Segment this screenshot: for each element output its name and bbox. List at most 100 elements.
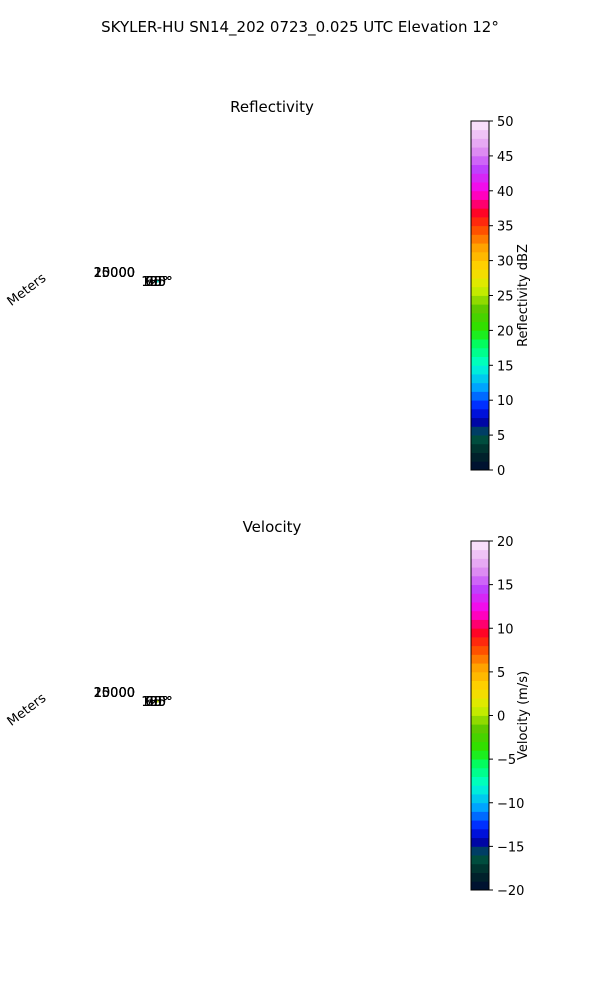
colorbar-segment bbox=[471, 129, 489, 139]
colorbar-segment bbox=[471, 234, 489, 244]
colorbar-segment bbox=[471, 680, 489, 690]
colorbar-segment bbox=[471, 776, 489, 786]
colorbar-segment bbox=[471, 312, 489, 323]
colorbar-segment bbox=[471, 741, 489, 751]
colorbar-segment bbox=[471, 435, 489, 445]
colorbar-tick-label: 10 bbox=[497, 622, 514, 637]
colorbar-segment bbox=[471, 164, 489, 174]
colorbar-segment bbox=[471, 872, 489, 882]
colorbar-tick-label: −15 bbox=[497, 840, 524, 855]
colorbar-reflectivity: 0 5 10 15 20 25 30 35 40 45 50 Reflectivity dBZ bbox=[470, 115, 531, 479]
range-tick-label: 20000 bbox=[94, 266, 135, 281]
colorbar-segment bbox=[471, 759, 489, 769]
data-point bbox=[156, 700, 159, 703]
colorbar-tick-label: 45 bbox=[497, 150, 514, 165]
panel-title: Reflectivity bbox=[230, 98, 314, 116]
colorbar-tick-label: 35 bbox=[497, 220, 514, 235]
colorbar-segment bbox=[471, 199, 489, 209]
colorbar-segment bbox=[471, 155, 489, 166]
colorbar-tick-label: 0 bbox=[497, 464, 505, 479]
colorbar-segment bbox=[471, 846, 489, 856]
colorbar-segment bbox=[471, 121, 489, 131]
colorbar-segment bbox=[471, 295, 489, 305]
colorbar-tick-label: −5 bbox=[497, 753, 516, 768]
colorbar-tick-label: 30 bbox=[497, 255, 514, 270]
colorbar-segment bbox=[471, 636, 489, 647]
colorbar-segment bbox=[471, 820, 489, 830]
range-tick-label: 10000 bbox=[94, 686, 135, 701]
colorbar-segment bbox=[471, 190, 489, 200]
colorbar-segment bbox=[471, 452, 489, 462]
colorbar-segment bbox=[471, 138, 489, 148]
colorbar-segment bbox=[471, 225, 489, 235]
colorbar-segment bbox=[471, 286, 489, 296]
colorbar-segment bbox=[471, 698, 489, 708]
colorbar-segment bbox=[471, 785, 489, 795]
colorbar-segment bbox=[471, 347, 489, 357]
colorbar-tick-label: −20 bbox=[497, 884, 524, 899]
colorbar-segment bbox=[471, 400, 489, 410]
range-tick-label: 5000 bbox=[102, 266, 135, 281]
range-axis-label: Meters bbox=[5, 691, 50, 730]
azimuth-tick-label: 75° bbox=[145, 275, 168, 290]
colorbar-segment bbox=[471, 645, 489, 655]
range-tick-label: 20000 bbox=[94, 686, 135, 701]
colorbar-segment bbox=[471, 278, 489, 288]
colorbar-segment bbox=[471, 750, 489, 760]
colorbar-tick-label: 25 bbox=[497, 290, 514, 305]
colorbar-tick-label: 5 bbox=[497, 666, 505, 681]
colorbar-segment bbox=[471, 602, 489, 612]
colorbar-segment bbox=[471, 260, 489, 270]
colorbar-segment bbox=[471, 339, 489, 349]
colorbar-segment bbox=[471, 794, 489, 804]
colorbar-segment bbox=[471, 304, 489, 314]
colorbar-segment bbox=[471, 208, 489, 218]
range-tick-label: 10000 bbox=[94, 266, 135, 281]
colorbar-tick-label: 0 bbox=[497, 710, 505, 725]
colorbar-segment bbox=[471, 663, 489, 673]
colorbar-segment bbox=[471, 881, 489, 891]
colorbar-segment bbox=[471, 654, 489, 664]
colorbar-segment bbox=[471, 182, 489, 192]
range-tick-label: 15000 bbox=[94, 266, 135, 281]
range-axis-label: Meters bbox=[5, 271, 50, 310]
colorbar-tick-label: 15 bbox=[497, 579, 514, 594]
colorbar-segment bbox=[471, 443, 489, 453]
colorbar-segment bbox=[471, 391, 489, 401]
colorbar-tick-label: 20 bbox=[497, 535, 514, 550]
colorbar-segment bbox=[471, 802, 489, 812]
colorbar-segment bbox=[471, 408, 489, 419]
colorbar-segment bbox=[471, 610, 489, 620]
colorbar-segment bbox=[471, 811, 489, 821]
azimuth-tick-label: 135° bbox=[141, 275, 172, 290]
colorbar-tick-label: 10 bbox=[497, 394, 514, 409]
azimuth-tick-label: 105° bbox=[141, 275, 172, 290]
azimuth-tick-label: 75° bbox=[145, 695, 168, 710]
colorbar-segment bbox=[471, 426, 489, 436]
colorbar-segment bbox=[471, 724, 489, 734]
colorbar-tick-label: 20 bbox=[497, 324, 514, 339]
colorbar-segment bbox=[471, 216, 489, 227]
colorbar-segment bbox=[471, 461, 489, 471]
range-tick-label: 25000 bbox=[94, 266, 135, 281]
panel-title: Velocity bbox=[243, 518, 302, 536]
range-tick-label: 5000 bbox=[102, 686, 135, 701]
colorbar-segment bbox=[471, 356, 489, 366]
colorbar-segment bbox=[471, 575, 489, 586]
colorbar-segment bbox=[471, 382, 489, 392]
colorbar-segment bbox=[471, 837, 489, 847]
colorbar-segment bbox=[471, 365, 489, 375]
range-tick-label: 15000 bbox=[94, 686, 135, 701]
colorbar-segment bbox=[471, 374, 489, 384]
colorbar-segment bbox=[471, 251, 489, 261]
azimuth-tick-label: 120° bbox=[141, 695, 172, 710]
colorbar-segment bbox=[471, 269, 489, 279]
colorbar-segment bbox=[471, 715, 489, 725]
colorbar-velocity: −20 −15 −10 −5 0 5 10 15 20 Velocity (m/s) bbox=[470, 535, 531, 899]
colorbar-segment bbox=[471, 173, 489, 183]
colorbar-segment bbox=[471, 541, 489, 551]
azimuth-tick-label: 105° bbox=[141, 695, 172, 710]
